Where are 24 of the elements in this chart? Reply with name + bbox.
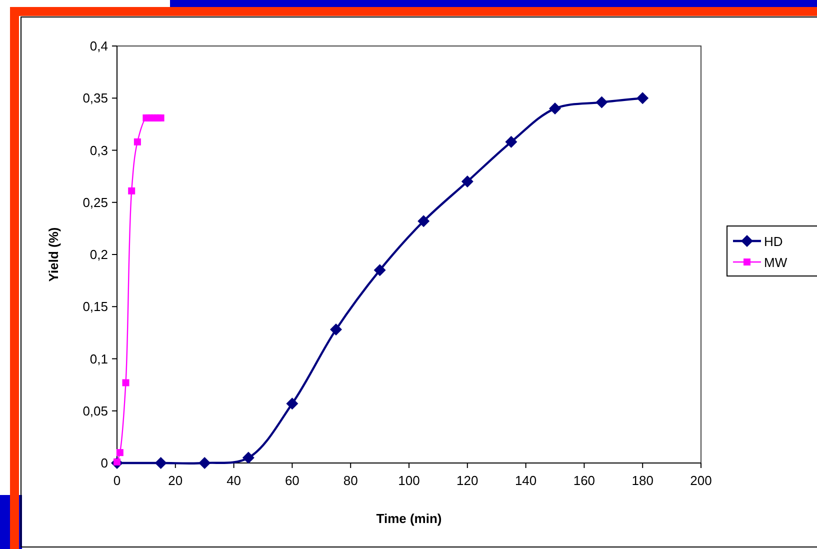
y-tick-label: 0,4 bbox=[90, 38, 108, 54]
y-tick-label: 0,2 bbox=[90, 247, 108, 262]
x-tick-label: 160 bbox=[573, 473, 596, 488]
y-tick-label: 0,05 bbox=[82, 403, 108, 418]
x-tick-label: 60 bbox=[284, 473, 300, 488]
y-tick-label: 0,25 bbox=[82, 194, 108, 210]
x-tick-label: 0 bbox=[113, 473, 121, 488]
y-tick-label: 0,15 bbox=[82, 299, 108, 314]
legend-label: HD bbox=[764, 234, 783, 249]
y-tick-label: 0 bbox=[100, 456, 108, 470]
x-tick-label: 120 bbox=[456, 473, 478, 488]
x-tick-label: 200 bbox=[690, 473, 712, 488]
x-axis-title: Time (min) bbox=[376, 511, 442, 526]
y-axis-title: Yield (%) bbox=[46, 227, 61, 282]
x-tick-label: 100 bbox=[398, 473, 420, 488]
legend-label: MW bbox=[764, 255, 788, 270]
x-tick-label: 40 bbox=[226, 473, 242, 488]
x-tick-label: 20 bbox=[168, 473, 183, 488]
x-tick-label: 80 bbox=[343, 473, 358, 488]
y-tick-label: 0,35 bbox=[82, 90, 108, 106]
y-tick-label: 0,3 bbox=[90, 142, 108, 158]
x-tick-label: 140 bbox=[514, 473, 537, 488]
y-tick-label: 0,1 bbox=[90, 351, 108, 366]
x-tick-label: 180 bbox=[632, 473, 654, 488]
